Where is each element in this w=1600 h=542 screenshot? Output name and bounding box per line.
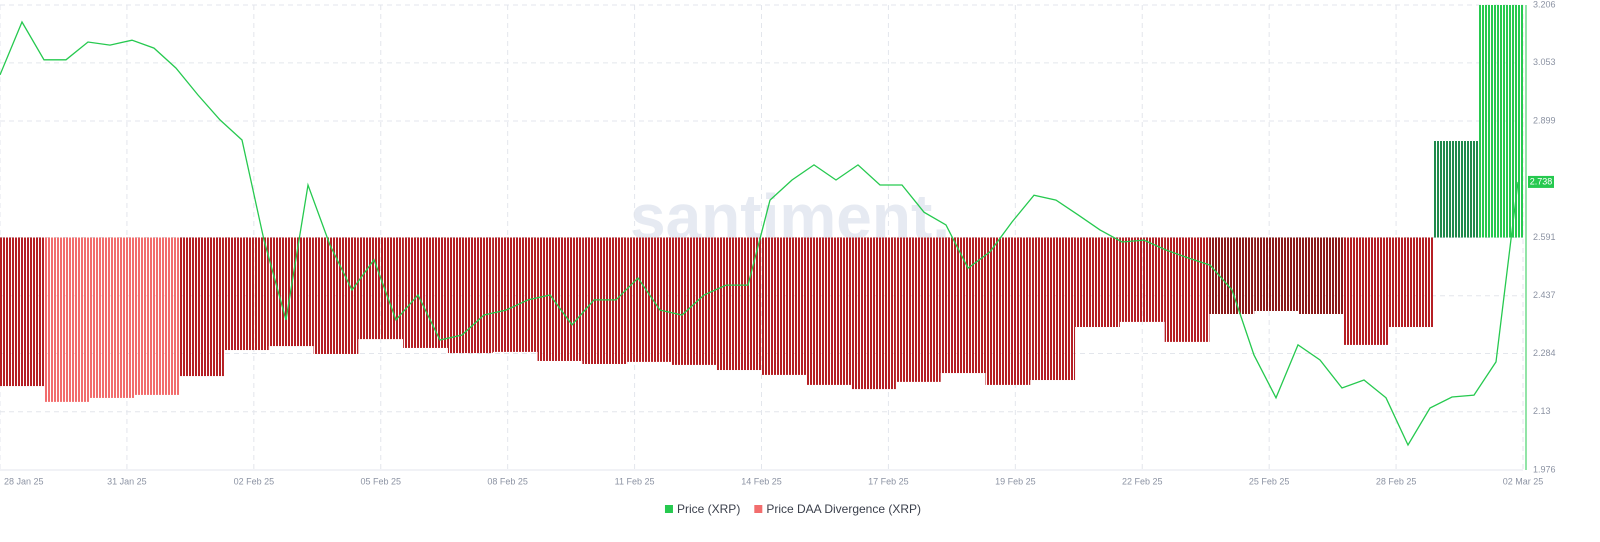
divergence-bar — [1299, 237, 1344, 314]
divergence-bar — [179, 237, 224, 377]
y-tick-label: 2.437 — [1533, 290, 1556, 300]
y-tick-label: 2.284 — [1533, 348, 1556, 358]
divergence-bar — [895, 237, 941, 382]
x-tick-label: 28 Feb 25 — [1376, 476, 1417, 486]
divergence-bar — [1030, 237, 1076, 381]
divergence-bar — [358, 237, 404, 340]
y-tick-label: 2.13 — [1533, 406, 1551, 416]
divergence-bar — [313, 237, 359, 354]
divergence-bar — [223, 237, 269, 351]
divergence-bar — [1209, 237, 1255, 314]
divergence-bar — [671, 237, 717, 365]
y-tick-label: 3.206 — [1533, 0, 1556, 9]
divergence-bar — [403, 237, 448, 348]
legend-label: Price (XRP) — [677, 502, 740, 516]
legend-label: Price DAA Divergence (XRP) — [766, 502, 921, 516]
x-tick-label: 31 Jan 25 — [107, 476, 147, 486]
last-value-label: 2.738 — [1530, 176, 1553, 186]
divergence-bar — [537, 237, 583, 361]
divergence-bar — [1119, 237, 1165, 322]
x-tick-label: 28 Jan 25 — [4, 476, 44, 486]
x-tick-label: 11 Feb 25 — [615, 476, 655, 486]
divergence-bar — [1478, 5, 1523, 238]
divergence-bar — [1343, 237, 1389, 345]
divergence-bar — [582, 237, 628, 364]
divergence-bar — [89, 237, 135, 398]
divergence-bar — [134, 237, 180, 395]
divergence-bar — [1164, 237, 1210, 342]
y-tick-label: 2.591 — [1533, 232, 1556, 242]
divergence-bar — [806, 237, 852, 385]
divergence-bar — [1433, 141, 1479, 238]
x-tick-label: 05 Feb 25 — [360, 476, 401, 486]
legend-swatch — [754, 505, 763, 513]
legend: Price (XRP) Price DAA Divergence (XRP) — [664, 502, 921, 516]
y-tick-label: 1.976 — [1533, 464, 1556, 474]
divergence-bar — [447, 237, 493, 354]
divergence-bar — [44, 237, 90, 402]
x-tick-label: 02 Mar 25 — [1503, 476, 1544, 486]
x-tick-label: 14 Feb 25 — [741, 476, 782, 486]
y-tick-label: 3.053 — [1533, 57, 1556, 67]
last-value-badge — [1528, 175, 1554, 188]
legend-swatch — [664, 505, 673, 513]
divergence-bar — [1254, 237, 1300, 311]
x-tick-label: 17 Feb 25 — [868, 476, 909, 486]
divergence-bar — [627, 237, 672, 362]
divergence-bar — [0, 237, 45, 387]
divergence-bar — [1075, 237, 1120, 328]
divergence-bar — [851, 237, 896, 390]
divergence-bar — [1388, 237, 1434, 328]
x-tick-label: 19 Feb 25 — [995, 476, 1036, 486]
divergence-bar — [761, 237, 807, 375]
x-tick-label: 22 Feb 25 — [1122, 476, 1163, 486]
price-line — [0, 20, 1519, 447]
x-tick-label: 02 Feb 25 — [234, 476, 275, 486]
divergence-bar — [985, 237, 1031, 385]
x-tick-label: 25 Feb 25 — [1249, 476, 1290, 486]
x-tick-label: 08 Feb 25 — [487, 476, 528, 486]
divergence-bar — [492, 237, 538, 352]
y-tick-label: 2.899 — [1533, 115, 1556, 125]
